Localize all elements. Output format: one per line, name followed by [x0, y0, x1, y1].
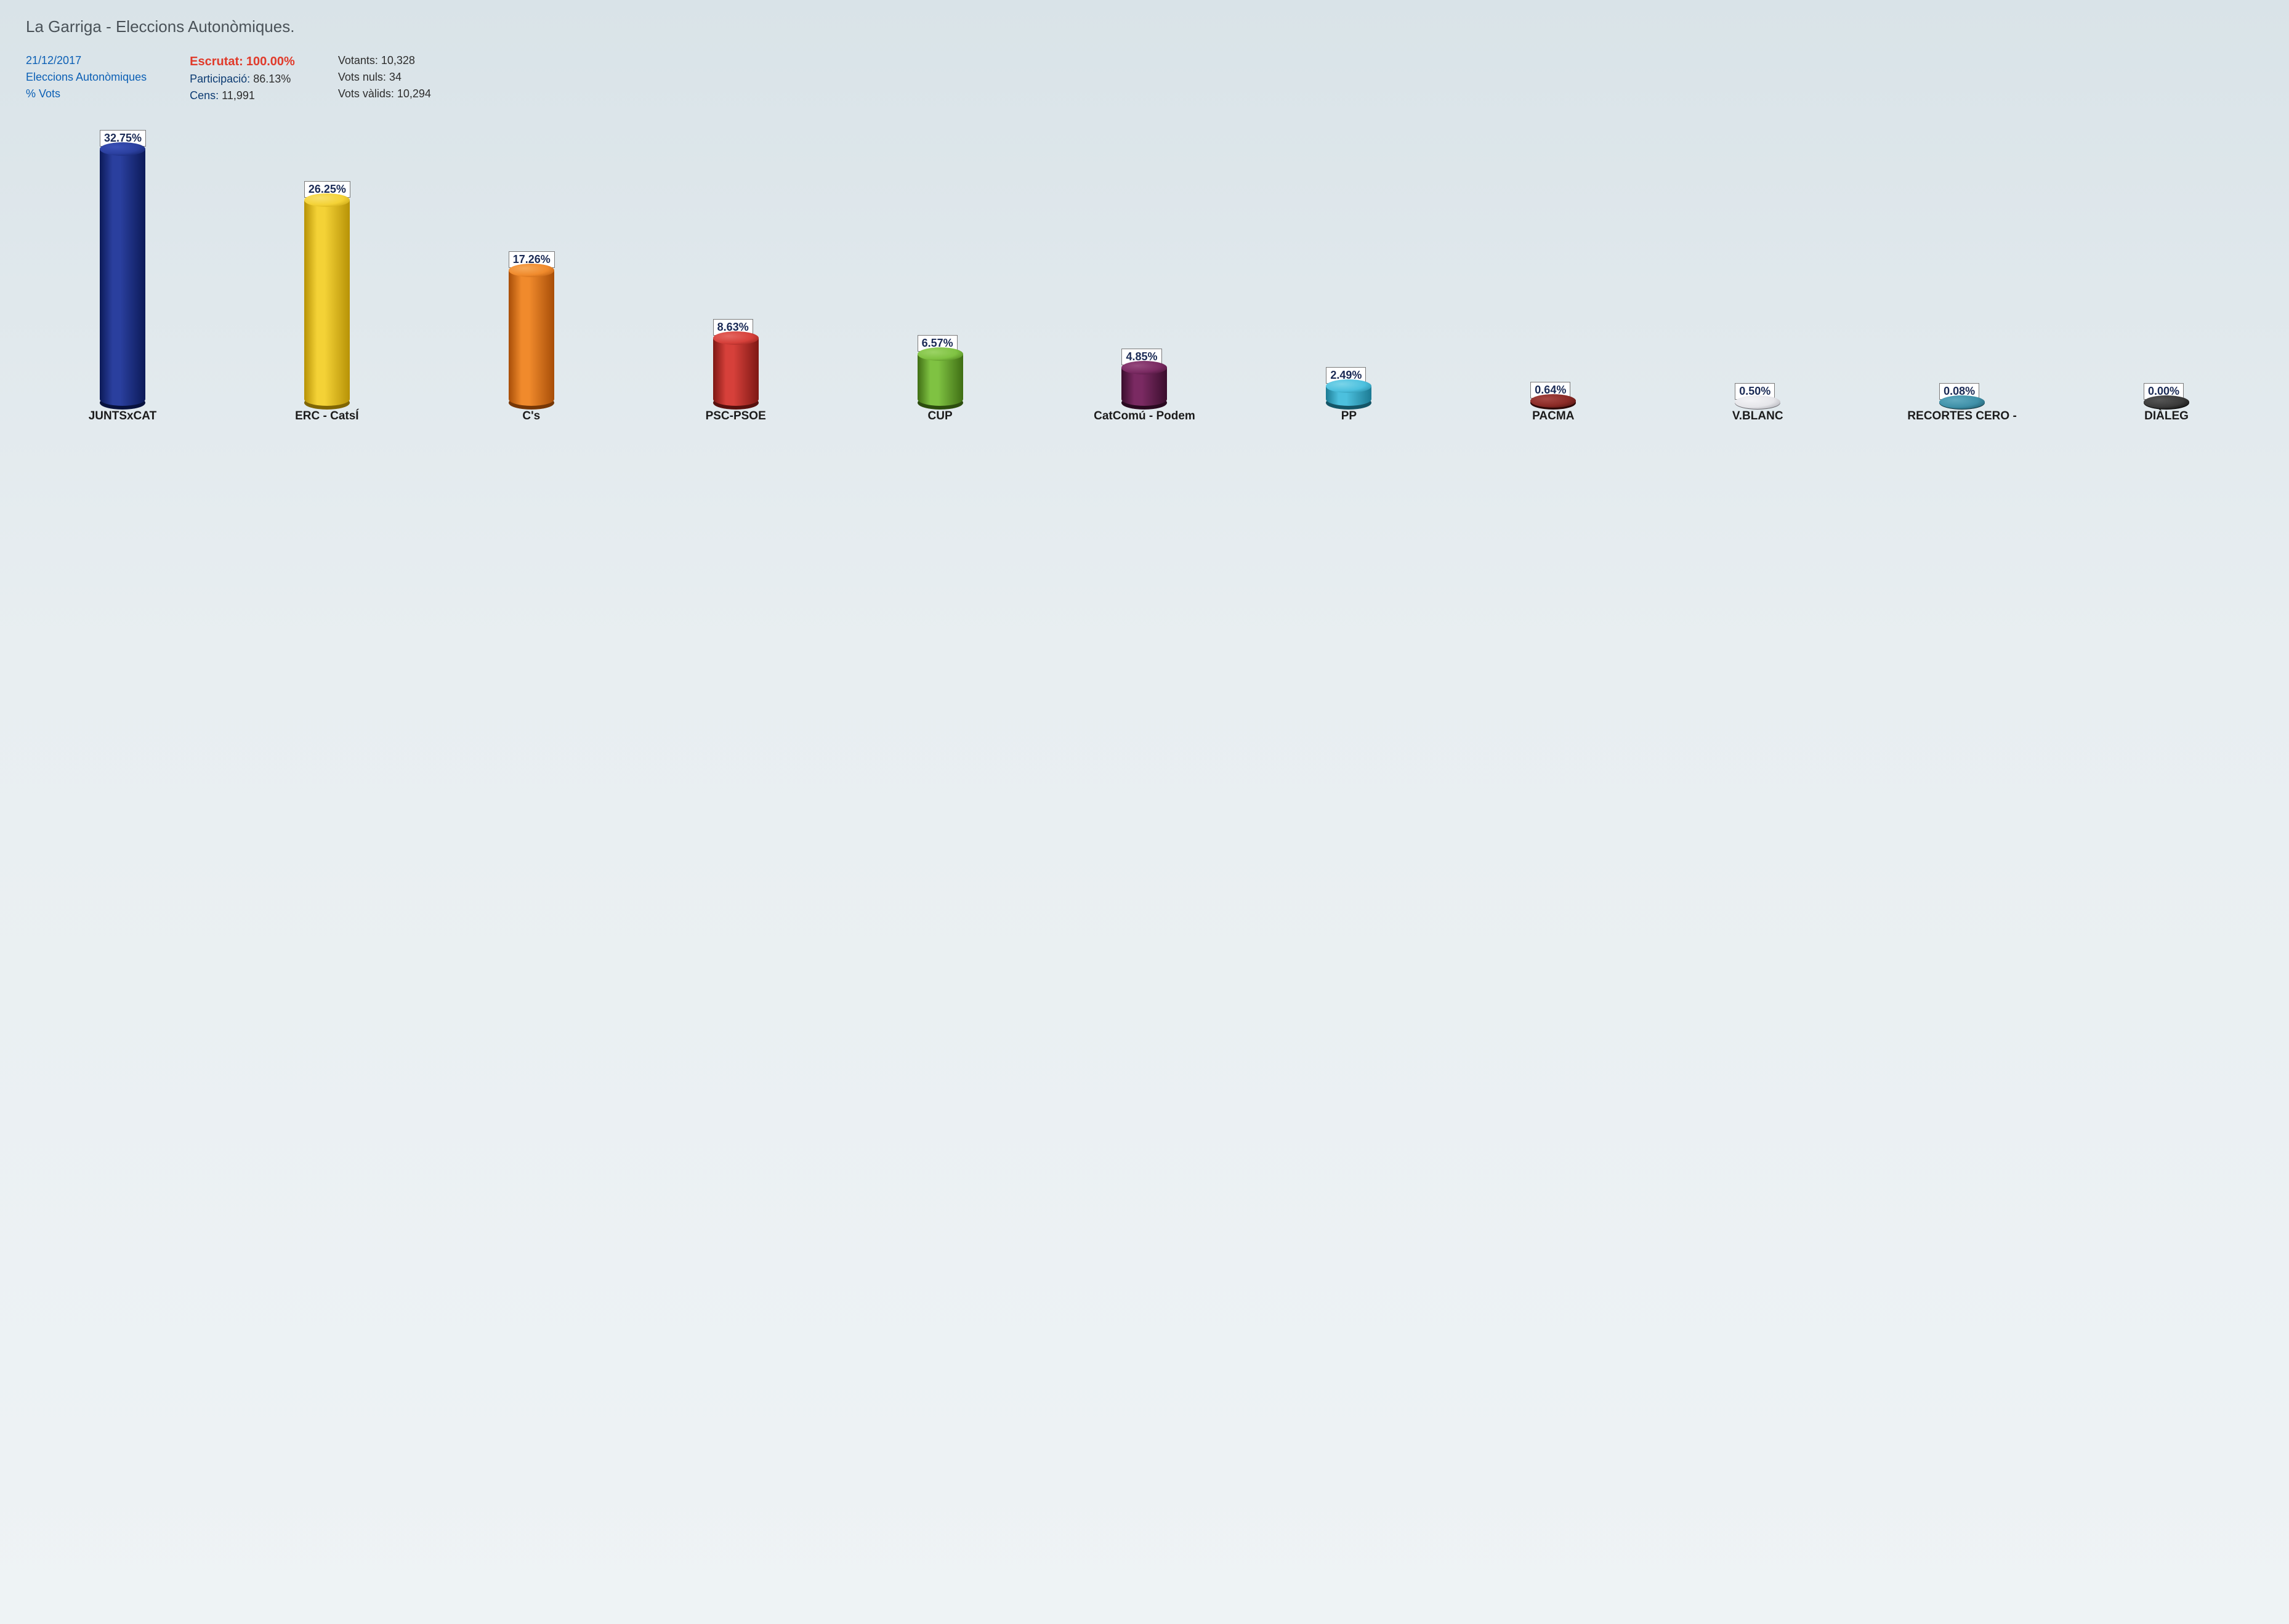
bar-cylinder-body [304, 200, 350, 406]
bar-slot: 6.57% [844, 354, 1037, 406]
participacio-label: Participació: [190, 73, 250, 85]
metric-text: % Vots [26, 86, 147, 102]
valids-row: Vots vàlids: 10,294 [338, 86, 431, 102]
bar-cylinder-body [100, 149, 145, 406]
escrutat-value: 100.00% [246, 55, 295, 68]
info-left: 21/12/2017 Eleccions Autonòmiques % Vots [26, 52, 147, 104]
escrutat-row: Escrutat: 100.00% [190, 52, 295, 71]
bar-axis-label: DIÀLEG [2070, 406, 2263, 467]
votants-value: 10,328 [381, 54, 415, 67]
bar-axis-label: ERC - CatsÍ [230, 406, 424, 467]
votants-label: Votants: [338, 54, 378, 67]
bar-cylinder [1326, 386, 1371, 406]
bar-axis-label: V.BLANC [1661, 406, 1854, 467]
nuls-label: Vots nuls: [338, 71, 386, 83]
bar-slot: 8.63% [639, 338, 833, 406]
bar-axis-label: CatComú - Podem [1048, 406, 1241, 467]
bar-axis-label: PSC-PSOE [639, 406, 833, 467]
cens-row: Cens: 11,991 [190, 87, 295, 104]
bar-slot: 0.64% [1456, 401, 1650, 406]
bar-slot: 32.75% [26, 149, 219, 406]
bars-container: 32.75%26.25%17.26%8.63%6.57% 4.85% 2.49% 0.… [26, 147, 2263, 406]
cens-value: 11,991 [222, 89, 255, 102]
bar-axis-label: CUP [844, 406, 1037, 467]
bar-slot: 2.49% [1252, 386, 1445, 406]
escrutat-label: Escrutat: [190, 55, 243, 68]
nuls-value: 34 [389, 71, 402, 83]
bar-axis-label: C's [435, 406, 628, 467]
bar-slot: 26.25% [230, 200, 424, 406]
votants-row: Votants: 10,328 [338, 52, 431, 69]
bar-cylinder-top [713, 331, 759, 345]
bar-cylinder [918, 354, 963, 406]
bar-cylinder-body [509, 270, 554, 406]
date-text: 21/12/2017 [26, 52, 147, 69]
info-center: Escrutat: 100.00% Participació: 86.13% C… [190, 52, 295, 104]
bar-cylinder [100, 149, 145, 406]
bar-cylinder [713, 338, 759, 406]
bar-axis-label: PACMA [1456, 406, 1650, 467]
nuls-row: Vots nuls: 34 [338, 69, 431, 86]
participacio-row: Participació: 86.13% [190, 71, 295, 87]
valids-label: Vots vàlids: [338, 87, 394, 100]
bar-cylinder [304, 200, 350, 406]
bar-axis-label: PP [1252, 406, 1445, 467]
bar-slot: 17.26% [435, 270, 628, 406]
bar-axis-label: JUNTSxCAT [26, 406, 219, 467]
bar-cylinder-body [918, 354, 963, 406]
bar-cylinder [1121, 368, 1167, 406]
valids-value: 10,294 [397, 87, 431, 100]
labels-container: JUNTSxCATERC - CatsÍC'sPSC-PSOECUPCatCom… [26, 406, 2263, 467]
info-right: Votants: 10,328 Vots nuls: 34 Vots vàlid… [338, 52, 431, 104]
bar-cylinder [1530, 401, 1576, 406]
participacio-value: 86.13% [253, 73, 291, 85]
bar-slot: 4.85% [1048, 368, 1241, 406]
bar-cylinder [509, 270, 554, 406]
bar-chart: 32.75%26.25%17.26%8.63%6.57% 4.85% 2.49% 0.… [26, 123, 2263, 467]
bar-cylinder-top [304, 193, 350, 207]
event-text: Eleccions Autonòmiques [26, 69, 147, 86]
info-header: 21/12/2017 Eleccions Autonòmiques % Vots… [26, 52, 2263, 104]
page-title: La Garriga - Eleccions Autonòmiques. [26, 17, 2263, 36]
cens-label: Cens: [190, 89, 219, 102]
bar-axis-label: RECORTES CERO - [1865, 406, 2059, 467]
bar-cylinder-body [713, 338, 759, 406]
